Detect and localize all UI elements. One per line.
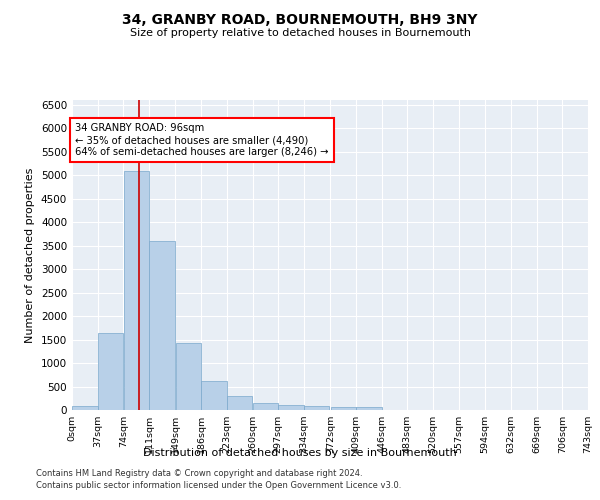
Bar: [227, 396, 253, 410]
Bar: [253, 403, 278, 410]
Bar: [124, 172, 149, 410]
Bar: [278, 405, 304, 410]
Bar: [331, 406, 356, 410]
Bar: [149, 241, 175, 410]
Text: Contains public sector information licensed under the Open Government Licence v3: Contains public sector information licen…: [36, 481, 401, 490]
Bar: [304, 406, 329, 410]
Text: 34 GRANBY ROAD: 96sqm
← 35% of detached houses are smaller (4,490)
64% of semi-d: 34 GRANBY ROAD: 96sqm ← 35% of detached …: [76, 124, 329, 156]
Bar: [356, 407, 382, 410]
Bar: [72, 406, 98, 410]
Bar: [98, 332, 123, 410]
Text: Distribution of detached houses by size in Bournemouth: Distribution of detached houses by size …: [143, 448, 457, 458]
Text: Size of property relative to detached houses in Bournemouth: Size of property relative to detached ho…: [130, 28, 470, 38]
Text: 34, GRANBY ROAD, BOURNEMOUTH, BH9 3NY: 34, GRANBY ROAD, BOURNEMOUTH, BH9 3NY: [122, 12, 478, 26]
Bar: [202, 381, 227, 410]
Bar: [176, 344, 201, 410]
Y-axis label: Number of detached properties: Number of detached properties: [25, 168, 35, 342]
Text: Contains HM Land Registry data © Crown copyright and database right 2024.: Contains HM Land Registry data © Crown c…: [36, 468, 362, 477]
